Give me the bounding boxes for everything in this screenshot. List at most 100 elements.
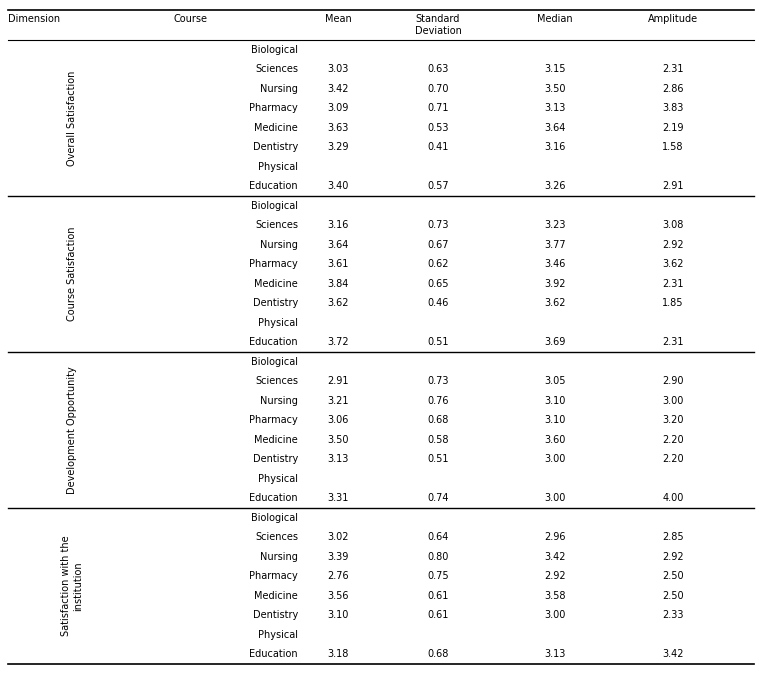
Text: 0.71: 0.71 xyxy=(427,103,449,113)
Text: Dimension: Dimension xyxy=(8,14,60,24)
Text: Medicine: Medicine xyxy=(254,590,298,601)
Text: Education: Education xyxy=(250,337,298,347)
Text: 0.46: 0.46 xyxy=(427,298,449,308)
Text: Biological: Biological xyxy=(251,357,298,366)
Text: 0.63: 0.63 xyxy=(427,64,449,74)
Text: Amplitude: Amplitude xyxy=(648,14,698,24)
Text: 2.92: 2.92 xyxy=(662,551,684,562)
Text: Education: Education xyxy=(250,649,298,659)
Text: 0.67: 0.67 xyxy=(427,240,449,250)
Text: Physical: Physical xyxy=(258,162,298,172)
Text: 3.08: 3.08 xyxy=(663,221,684,230)
Text: 3.16: 3.16 xyxy=(544,142,565,152)
Text: 3.16: 3.16 xyxy=(327,221,348,230)
Text: Pharmacy: Pharmacy xyxy=(249,259,298,269)
Text: 3.63: 3.63 xyxy=(327,123,348,133)
Text: Course Satisfaction: Course Satisfaction xyxy=(67,227,77,321)
Text: Education: Education xyxy=(250,182,298,191)
Text: 3.20: 3.20 xyxy=(663,415,684,425)
Text: 3.02: 3.02 xyxy=(327,532,348,543)
Text: 2.90: 2.90 xyxy=(663,376,684,386)
Text: Sciences: Sciences xyxy=(255,221,298,230)
Text: 2.20: 2.20 xyxy=(662,435,684,445)
Text: Dentistry: Dentistry xyxy=(253,298,298,308)
Text: Standard
Deviation: Standard Deviation xyxy=(414,14,461,36)
Text: Medicine: Medicine xyxy=(254,279,298,289)
Text: 3.10: 3.10 xyxy=(327,610,348,620)
Text: Overall Satisfaction: Overall Satisfaction xyxy=(67,71,77,166)
Text: 3.18: 3.18 xyxy=(327,649,348,659)
Text: 3.42: 3.42 xyxy=(663,649,684,659)
Text: 3.56: 3.56 xyxy=(327,590,348,601)
Text: 2.86: 2.86 xyxy=(663,84,684,94)
Text: 3.84: 3.84 xyxy=(327,279,348,289)
Text: 0.75: 0.75 xyxy=(427,571,449,582)
Text: 3.03: 3.03 xyxy=(327,64,348,74)
Text: 3.00: 3.00 xyxy=(544,454,565,464)
Text: Nursing: Nursing xyxy=(260,396,298,406)
Text: 0.76: 0.76 xyxy=(427,396,449,406)
Text: 0.64: 0.64 xyxy=(427,532,449,543)
Text: 3.64: 3.64 xyxy=(327,240,348,250)
Text: 3.92: 3.92 xyxy=(544,279,565,289)
Text: 3.15: 3.15 xyxy=(544,64,565,74)
Text: 0.53: 0.53 xyxy=(427,123,449,133)
Text: 2.31: 2.31 xyxy=(663,279,684,289)
Text: 2.20: 2.20 xyxy=(662,454,684,464)
Text: Median: Median xyxy=(537,14,573,24)
Text: 3.58: 3.58 xyxy=(544,590,565,601)
Text: Sciences: Sciences xyxy=(255,64,298,74)
Text: Education: Education xyxy=(250,493,298,503)
Text: 3.39: 3.39 xyxy=(327,551,348,562)
Text: 3.46: 3.46 xyxy=(544,259,565,269)
Text: Mean: Mean xyxy=(325,14,351,24)
Text: Physical: Physical xyxy=(258,318,298,327)
Text: 3.00: 3.00 xyxy=(544,493,565,503)
Text: 1.85: 1.85 xyxy=(663,298,684,308)
Text: 0.80: 0.80 xyxy=(427,551,449,562)
Text: 2.31: 2.31 xyxy=(663,337,684,347)
Text: 2.76: 2.76 xyxy=(327,571,349,582)
Text: 3.40: 3.40 xyxy=(327,182,348,191)
Text: Pharmacy: Pharmacy xyxy=(249,103,298,113)
Text: 0.41: 0.41 xyxy=(427,142,449,152)
Text: Development Opportunity: Development Opportunity xyxy=(67,366,77,494)
Text: 3.23: 3.23 xyxy=(544,221,565,230)
Text: Medicine: Medicine xyxy=(254,123,298,133)
Text: 2.19: 2.19 xyxy=(663,123,684,133)
Text: 3.13: 3.13 xyxy=(544,649,565,659)
Text: 2.92: 2.92 xyxy=(662,240,684,250)
Text: 3.42: 3.42 xyxy=(327,84,348,94)
Text: 3.83: 3.83 xyxy=(663,103,684,113)
Text: 3.13: 3.13 xyxy=(544,103,565,113)
Text: 2.50: 2.50 xyxy=(662,571,684,582)
Text: 2.31: 2.31 xyxy=(663,64,684,74)
Text: Biological: Biological xyxy=(251,201,298,211)
Text: 3.50: 3.50 xyxy=(327,435,348,445)
Text: 3.72: 3.72 xyxy=(327,337,349,347)
Text: 0.51: 0.51 xyxy=(427,454,449,464)
Text: 3.00: 3.00 xyxy=(544,610,565,620)
Text: 2.33: 2.33 xyxy=(663,610,684,620)
Text: 3.77: 3.77 xyxy=(544,240,565,250)
Text: 4.00: 4.00 xyxy=(663,493,684,503)
Text: 0.51: 0.51 xyxy=(427,337,449,347)
Text: 0.73: 0.73 xyxy=(427,221,449,230)
Text: 3.50: 3.50 xyxy=(544,84,565,94)
Text: Dentistry: Dentistry xyxy=(253,454,298,464)
Text: 0.62: 0.62 xyxy=(427,259,449,269)
Text: 0.68: 0.68 xyxy=(427,415,449,425)
Text: Biological: Biological xyxy=(251,45,298,55)
Text: Physical: Physical xyxy=(258,630,298,640)
Text: Nursing: Nursing xyxy=(260,240,298,250)
Text: Biological: Biological xyxy=(251,513,298,523)
Text: 0.61: 0.61 xyxy=(427,610,449,620)
Text: Dentistry: Dentistry xyxy=(253,610,298,620)
Text: 0.68: 0.68 xyxy=(427,649,449,659)
Text: Satisfaction with the
institution: Satisfaction with the institution xyxy=(61,536,83,636)
Text: 3.10: 3.10 xyxy=(544,396,565,406)
Text: 3.00: 3.00 xyxy=(663,396,684,406)
Text: 0.57: 0.57 xyxy=(427,182,449,191)
Text: 3.42: 3.42 xyxy=(544,551,565,562)
Text: Nursing: Nursing xyxy=(260,551,298,562)
